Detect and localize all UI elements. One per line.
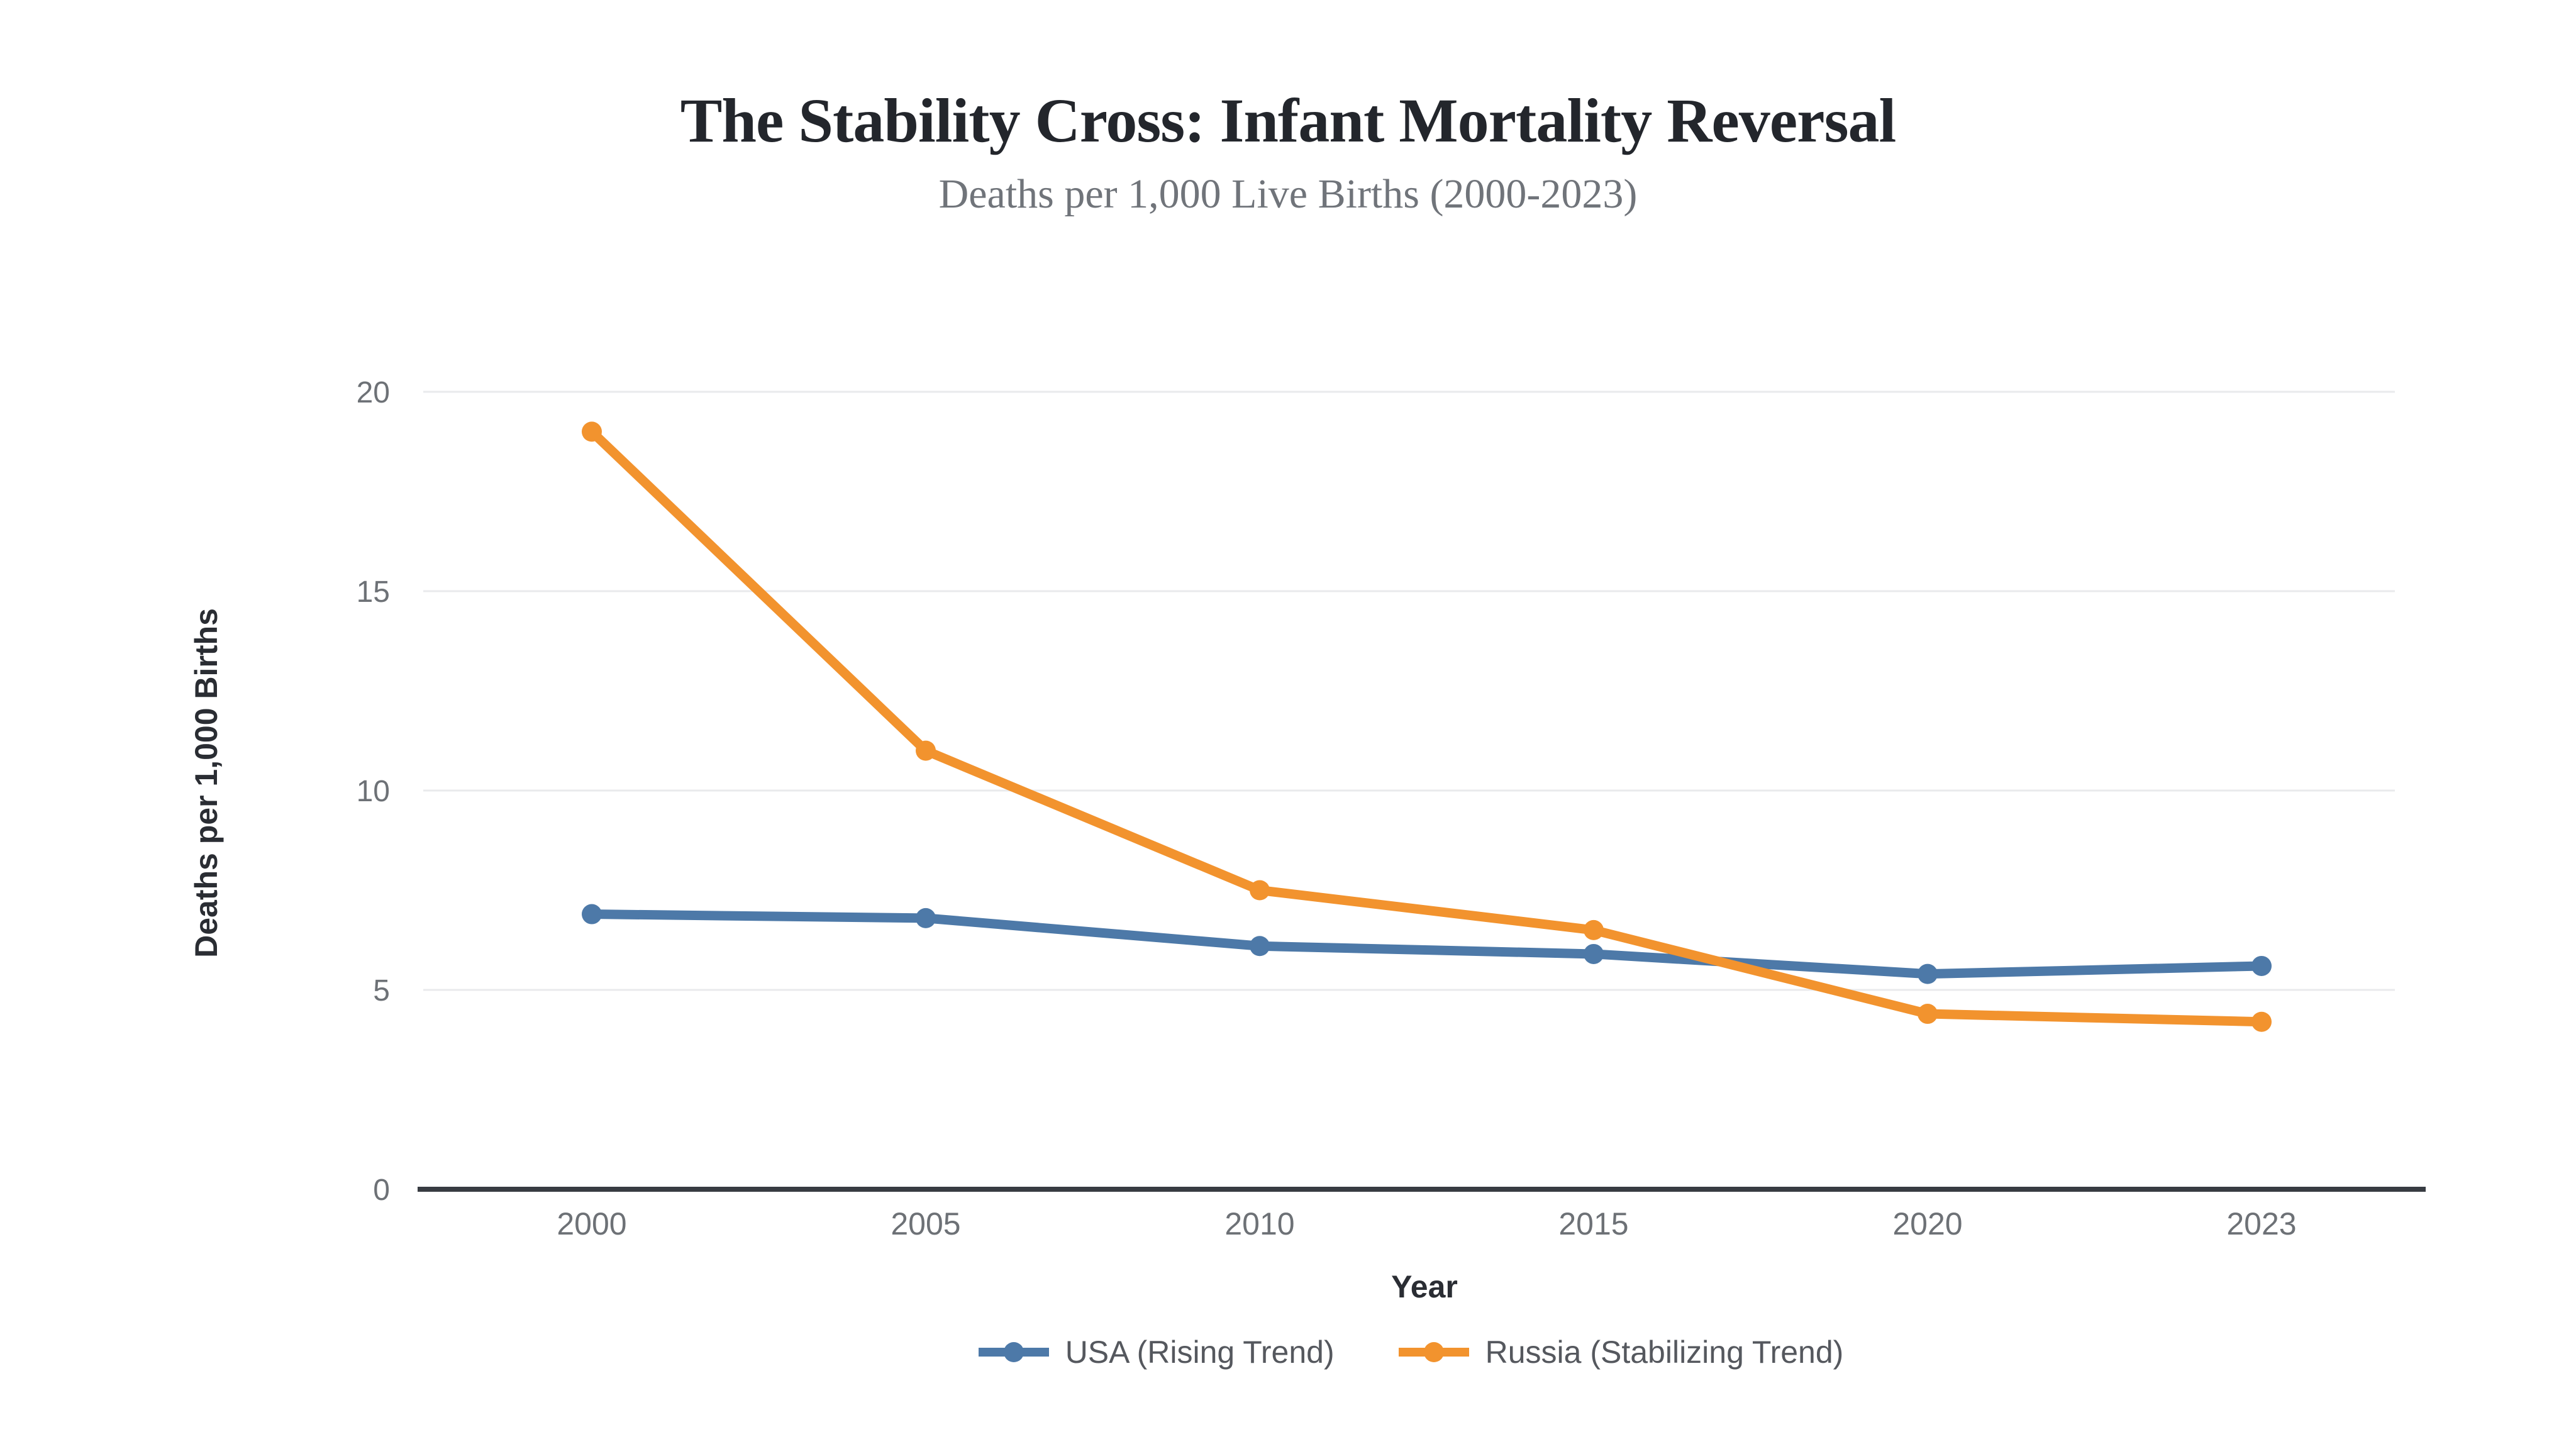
y-tick-label-0: 0 — [373, 1174, 390, 1207]
data-point-1-2023[interactable] — [2251, 1011, 2272, 1032]
data-point-0-2020[interactable] — [1918, 963, 1938, 984]
legend-item-usa[interactable]: USA (Rising Trend) — [975, 1332, 1335, 1372]
chart-legend: USA (Rising Trend) Russia (Stabilizing T… — [423, 1332, 2395, 1372]
legend-item-russia[interactable]: Russia (Stabilizing Trend) — [1395, 1332, 1844, 1372]
series-line-0 — [587, 909, 2267, 979]
legend-label-usa: USA (Rising Trend) — [1065, 1335, 1335, 1370]
russia-line-marker-icon — [1398, 1342, 1469, 1362]
usa-line-marker-icon — [978, 1342, 1049, 1362]
series-line-1 — [587, 426, 2267, 1027]
data-point-1-2005[interactable] — [916, 740, 936, 761]
x-tick-label-2010: 2010 — [1224, 1206, 1294, 1241]
data-point-0-2000[interactable] — [582, 904, 602, 924]
legend-label-russia: Russia (Stabilizing Trend) — [1485, 1335, 1844, 1370]
data-point-1-2000[interactable] — [582, 421, 602, 442]
data-point-1-2015[interactable] — [1584, 919, 1604, 940]
data-point-1-2010[interactable] — [1250, 880, 1270, 901]
data-point-0-2023[interactable] — [2251, 955, 2272, 976]
data-point-1-2020[interactable] — [1918, 1004, 1938, 1024]
x-tick-label-2015: 2015 — [1558, 1206, 1628, 1241]
y-tick-label-15: 15 — [357, 575, 390, 609]
y-tick-label-20: 20 — [357, 376, 390, 409]
y-tick-label-5: 5 — [373, 974, 390, 1008]
x-tick-label-2023: 2023 — [2226, 1206, 2296, 1241]
chart-subtitle: Deaths per 1,000 Live Births (2000-2023) — [938, 171, 1638, 217]
data-point-0-2010[interactable] — [1250, 936, 1270, 957]
x-tick-label-2005: 2005 — [891, 1206, 960, 1241]
y-tick-label-10: 10 — [357, 775, 390, 808]
data-point-0-2005[interactable] — [916, 908, 936, 928]
x-axis-title: Year — [1391, 1269, 1458, 1304]
x-tick-label-2000: 2000 — [557, 1206, 626, 1241]
data-point-0-2015[interactable] — [1584, 943, 1604, 964]
x-tick-label-2020: 2020 — [1892, 1206, 1962, 1241]
chart-title: The Stability Cross: Infant Mortality Re… — [680, 86, 1897, 155]
